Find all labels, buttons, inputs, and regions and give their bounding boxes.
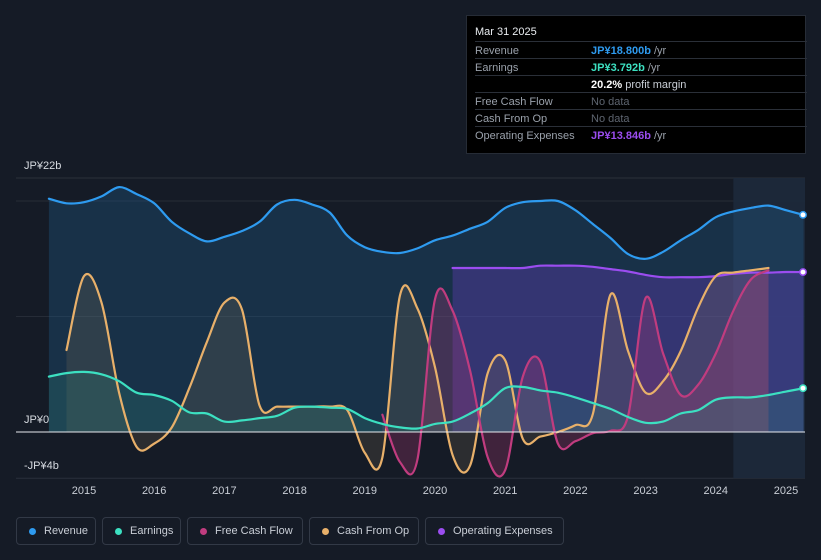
tooltip-row-value: 20.2% profit margin — [591, 79, 687, 91]
tooltip-row-value: No data — [591, 113, 630, 125]
tooltip-row: 20.2% profit margin — [475, 75, 807, 93]
x-tick-label: 2023 — [633, 485, 658, 497]
legend-label: Operating Expenses — [453, 525, 553, 537]
x-tick-label: 2015 — [71, 485, 97, 497]
tooltip: Mar 31 2025 Revenue JP¥18.800b /yr Earning… — [466, 15, 807, 154]
legend-dot-icon — [438, 528, 445, 535]
revenue-endpoint — [799, 210, 807, 219]
operating-expenses-line — [451, 264, 805, 279]
tooltip-row-value: No data — [591, 96, 630, 108]
legend-item-free-cash-flow[interactable]: Free Cash Flow — [187, 517, 303, 545]
x-tick-label: 2019 — [352, 485, 378, 497]
y-axis-zero-label: JP¥0 — [24, 414, 50, 426]
legend-label: Free Cash Flow — [215, 525, 293, 537]
tooltip-row: Earnings JP¥3.792b /yr — [475, 58, 807, 76]
legend-dot-icon — [200, 528, 207, 535]
x-tick-label: 2021 — [492, 485, 518, 497]
series-lines — [16, 186, 805, 478]
tooltip-row-label: Revenue — [475, 45, 520, 57]
revenue-line — [47, 186, 805, 260]
tooltip-row-value: JP¥3.792b /yr — [591, 62, 661, 74]
x-tick-label: 2024 — [703, 485, 729, 497]
x-tick-label: 2022 — [563, 485, 588, 497]
legend-dot-icon — [29, 528, 36, 535]
x-tick-label: 2016 — [141, 485, 167, 497]
x-tick-label: 2025 — [773, 485, 799, 497]
legend-label: Revenue — [44, 525, 89, 537]
tooltip-date: Mar 31 2025 — [475, 26, 537, 38]
x-tick-label: 2017 — [212, 485, 237, 497]
tooltip-row: Cash From Op No data — [475, 109, 807, 127]
operating-expenses-endpoint — [799, 268, 807, 277]
legend-dot-icon — [322, 528, 329, 535]
y-axis-bottom-label: -JP¥4b — [24, 460, 59, 472]
legend-item-operating-expenses[interactable]: Operating Expenses — [425, 517, 564, 545]
tooltip-row: Revenue JP¥18.800b /yr — [475, 41, 807, 59]
free-cash-flow-line — [381, 269, 770, 478]
tooltip-row: Free Cash Flow No data — [475, 92, 807, 110]
earnings-endpoint — [799, 384, 807, 393]
series-endpoints — [799, 210, 807, 393]
y-axis-top-label: JP¥22b — [24, 160, 62, 172]
past-year-highlight — [733, 178, 805, 479]
earnings-line — [47, 370, 805, 430]
legend-item-revenue[interactable]: Revenue — [16, 517, 96, 545]
tooltip-row-label: Operating Expenses — [475, 130, 575, 142]
x-tick-label: 2020 — [422, 485, 448, 497]
earnings-area — [48, 371, 804, 432]
tooltip-row-value: JP¥13.846b /yr — [591, 130, 667, 142]
legend-label: Cash From Op — [337, 525, 410, 537]
tooltip-row-label: Cash From Op — [475, 113, 548, 125]
x-tick-label: 2018 — [282, 485, 307, 497]
tooltip-row: Operating Expenses JP¥13.846b /yr — [475, 126, 807, 144]
cash-from-op-line — [65, 266, 770, 474]
tooltip-row-label: Free Cash Flow — [475, 96, 553, 108]
legend-label: Earnings — [130, 525, 174, 537]
legend-dot-icon — [115, 528, 122, 535]
revenue-area — [48, 187, 804, 432]
grid-lines — [16, 177, 805, 479]
tooltip-row-label: Earnings — [475, 62, 519, 74]
highlight-region — [733, 178, 805, 479]
legend-item-earnings[interactable]: Earnings — [102, 517, 181, 545]
legend-item-cash-from-op[interactable]: Cash From Op — [309, 517, 419, 545]
tooltip-row-value: JP¥18.800b /yr — [591, 45, 667, 57]
